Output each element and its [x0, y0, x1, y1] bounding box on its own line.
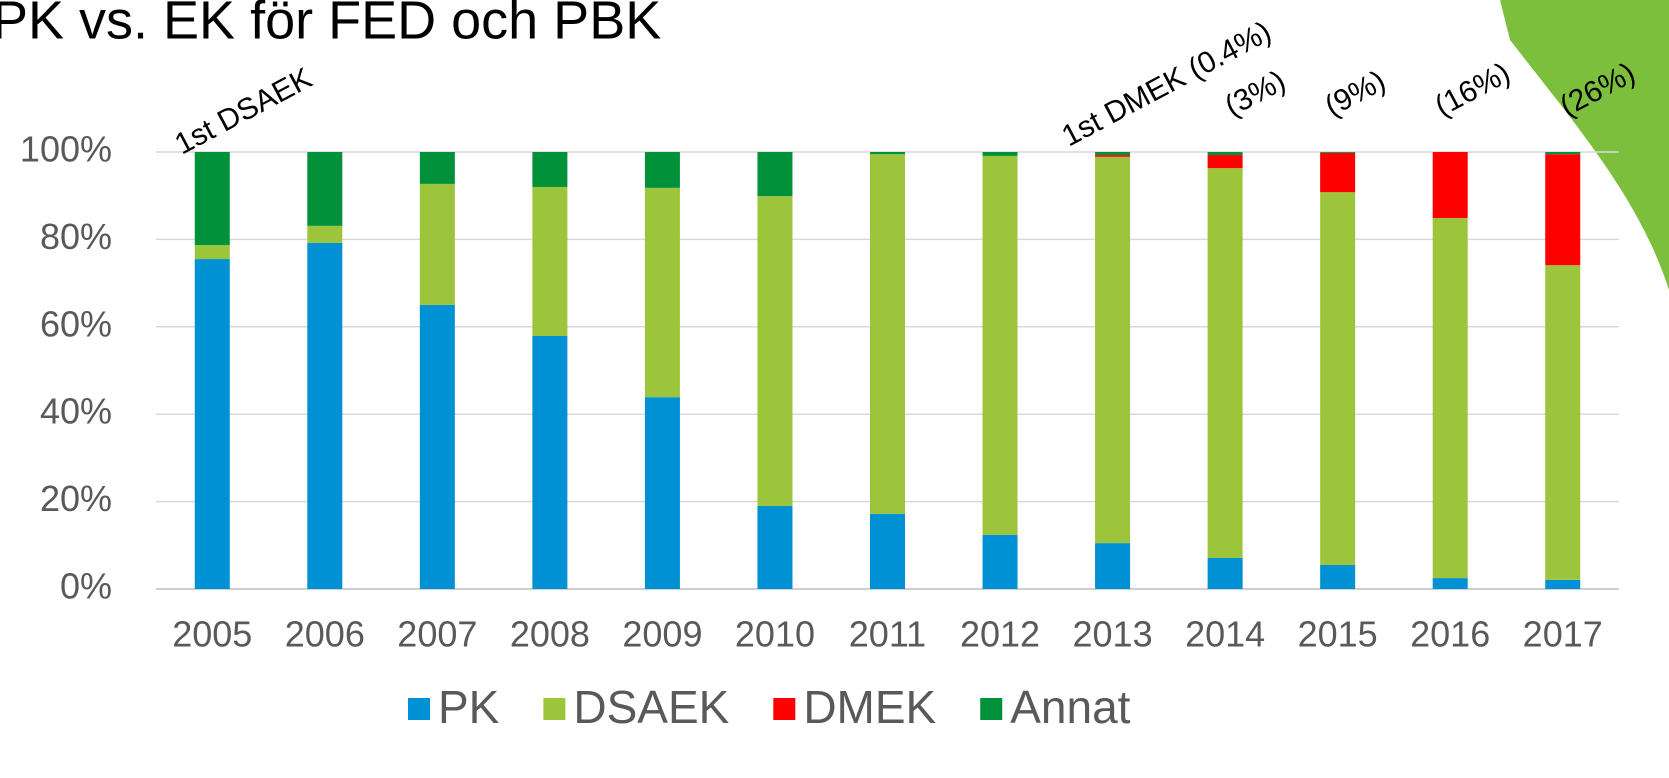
bar-segment: [307, 152, 342, 226]
x-tick-label: 2011: [849, 614, 926, 655]
bar-segment: [307, 226, 342, 243]
x-tick-label: 2013: [1073, 614, 1153, 655]
bar-segment: [983, 535, 1018, 589]
legend-label: PK: [438, 681, 500, 733]
bar-segment: [870, 152, 905, 154]
legend-swatch: [543, 698, 565, 720]
bar-segment: [195, 245, 230, 259]
bar-segment: [1433, 578, 1468, 589]
annotation: 1st DSAEK: [170, 62, 318, 162]
bar-segment: [1545, 580, 1580, 589]
bar-segment: [870, 154, 905, 514]
bar-segment: [1095, 543, 1130, 589]
y-tick-label: 20%: [40, 478, 112, 519]
bar-segment: [1208, 558, 1243, 589]
bar-segment: [1320, 565, 1355, 589]
bar-segment: [532, 152, 567, 187]
bar-segment: [1545, 152, 1580, 154]
bar-segment: [757, 506, 792, 589]
bar-segment: [1095, 152, 1130, 155]
annotation: (9%): [1320, 64, 1391, 123]
bar-segment: [1320, 192, 1355, 565]
bar-segment: [195, 152, 230, 245]
annotation: (16%): [1430, 56, 1516, 123]
bar-segment: [645, 188, 680, 397]
bar-segment: [307, 243, 342, 589]
bar-segment: [1320, 152, 1355, 153]
bar-segment: [1208, 155, 1243, 168]
legend-label: DSAEK: [573, 681, 729, 733]
legend-label: DMEK: [803, 681, 936, 733]
x-tick-label: 2010: [735, 614, 815, 655]
bar-segment: [532, 187, 567, 336]
bar-segment: [1208, 168, 1243, 558]
x-tick-label: 2012: [960, 614, 1040, 655]
bar-segment: [420, 305, 455, 589]
bar-segment: [1095, 157, 1130, 543]
bar-segment: [645, 397, 680, 589]
bar-segment: [870, 514, 905, 589]
annotation: (3%): [1220, 64, 1291, 123]
bar-segment: [645, 152, 680, 188]
bar-segment: [1320, 153, 1355, 192]
bar-segment: [983, 152, 1018, 156]
y-tick-label: 60%: [40, 303, 112, 344]
x-tick-label: 2009: [622, 614, 702, 655]
bar-segment: [983, 156, 1018, 535]
bar-segment: [757, 196, 792, 506]
chart: PK vs. EK för FED och PBK 0% 20% 40% 60% 80%…: [0, 0, 1669, 778]
x-tick-label: 2017: [1523, 614, 1603, 655]
x-tick-label: 2014: [1185, 614, 1265, 655]
x-tick-label: 2015: [1298, 614, 1378, 655]
bar-segment: [1208, 152, 1243, 155]
legend-swatch: [773, 698, 795, 720]
bar-segment: [1545, 154, 1580, 265]
x-tick-label: 2006: [285, 614, 365, 655]
legend-label: Annat: [1010, 681, 1130, 733]
y-tick-label: 100%: [20, 129, 112, 170]
bar-segment: [1545, 265, 1580, 580]
bar-segment: [420, 184, 455, 305]
bar-segment: [532, 336, 567, 589]
y-tick-label: 80%: [40, 216, 112, 257]
chart-title: PK vs. EK för FED och PBK: [0, 0, 661, 50]
bar-segment: [420, 152, 455, 184]
x-tick-label: 2016: [1410, 614, 1490, 655]
legend-swatch: [408, 698, 430, 720]
y-tick-label: 0%: [60, 566, 112, 607]
y-tick-label: 40%: [40, 391, 112, 432]
x-tick-label: 2007: [397, 614, 477, 655]
bar-segment: [1095, 155, 1130, 157]
legend-swatch: [980, 698, 1002, 720]
bar-segment: [1433, 152, 1468, 218]
bar-segment: [1433, 218, 1468, 578]
bar-segment: [195, 259, 230, 589]
decor-leaf: [1500, 0, 1669, 290]
x-tick-label: 2005: [172, 614, 252, 655]
x-tick-label: 2008: [510, 614, 590, 655]
bar-segment: [757, 152, 792, 196]
